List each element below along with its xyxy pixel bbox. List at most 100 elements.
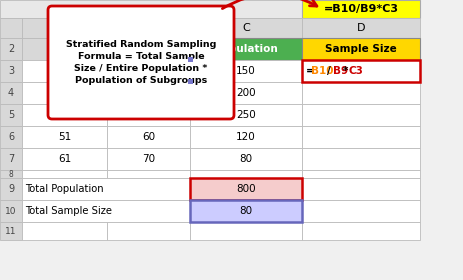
Bar xyxy=(22,200,190,222)
Bar xyxy=(22,104,107,126)
Text: 2: 2 xyxy=(8,44,14,54)
Bar xyxy=(0,178,22,200)
Text: 61: 61 xyxy=(58,154,71,164)
Bar xyxy=(0,38,22,60)
Text: 21: 21 xyxy=(58,66,71,76)
Bar xyxy=(302,18,420,38)
Bar xyxy=(188,57,193,62)
Bar xyxy=(190,200,302,222)
Bar xyxy=(107,82,190,104)
Bar xyxy=(107,170,190,178)
Bar xyxy=(302,126,420,148)
Text: D: D xyxy=(357,23,365,33)
Text: Total Population: Total Population xyxy=(25,184,104,194)
Text: 60: 60 xyxy=(142,132,155,142)
Bar xyxy=(107,18,190,38)
Bar xyxy=(0,82,22,104)
Bar xyxy=(0,60,22,82)
Text: 3: 3 xyxy=(8,66,14,76)
Bar xyxy=(22,126,107,148)
Text: /: / xyxy=(327,66,331,76)
Bar xyxy=(107,60,190,82)
Bar xyxy=(0,148,22,170)
Bar xyxy=(302,148,420,170)
Bar xyxy=(302,222,420,240)
Bar xyxy=(22,170,107,178)
Bar xyxy=(302,200,420,222)
Bar xyxy=(0,0,302,18)
Bar xyxy=(22,18,107,38)
Bar xyxy=(22,38,107,60)
Bar xyxy=(302,0,420,18)
Bar xyxy=(0,18,22,38)
Text: 5: 5 xyxy=(8,110,14,120)
Text: 30: 30 xyxy=(142,66,155,76)
Bar xyxy=(190,170,302,178)
Text: 150: 150 xyxy=(236,66,256,76)
Bar xyxy=(22,148,107,170)
Bar xyxy=(190,104,302,126)
Bar xyxy=(190,38,302,60)
Text: *: * xyxy=(343,66,349,76)
Text: 80: 80 xyxy=(239,206,252,216)
Bar xyxy=(190,178,302,200)
Bar xyxy=(0,104,22,126)
Bar xyxy=(190,222,302,240)
Text: 4: 4 xyxy=(8,88,14,98)
Bar xyxy=(22,82,107,104)
Text: 6: 6 xyxy=(8,132,14,142)
Bar xyxy=(302,170,420,178)
Text: 51: 51 xyxy=(58,132,71,142)
Bar xyxy=(190,126,302,148)
Bar xyxy=(0,170,22,178)
Text: Population: Population xyxy=(214,44,278,54)
Bar xyxy=(107,148,190,170)
Bar xyxy=(22,60,107,82)
Text: 40: 40 xyxy=(142,88,155,98)
Bar xyxy=(190,148,302,170)
Text: 250: 250 xyxy=(236,110,256,120)
Bar xyxy=(302,60,420,82)
Text: 80: 80 xyxy=(239,154,252,164)
Bar xyxy=(302,60,420,82)
Bar xyxy=(0,126,22,148)
Text: Total Sample Size: Total Sample Size xyxy=(25,206,112,216)
Text: 120: 120 xyxy=(236,132,256,142)
Bar xyxy=(0,222,22,240)
Bar xyxy=(190,60,302,82)
Bar xyxy=(107,222,190,240)
Bar xyxy=(188,79,193,84)
Text: 8: 8 xyxy=(9,169,13,179)
Bar xyxy=(107,38,190,60)
Bar xyxy=(22,222,107,240)
Bar xyxy=(107,104,190,126)
Text: =B10/B9*C3: =B10/B9*C3 xyxy=(324,4,399,14)
Bar xyxy=(190,82,302,104)
Bar xyxy=(302,104,420,126)
Bar xyxy=(22,178,190,200)
Bar xyxy=(302,82,420,104)
Text: 7: 7 xyxy=(8,154,14,164)
Text: C3: C3 xyxy=(348,66,363,76)
Text: B10: B10 xyxy=(311,66,334,76)
Bar xyxy=(302,178,420,200)
FancyBboxPatch shape xyxy=(48,6,234,119)
Text: B9: B9 xyxy=(332,66,348,76)
Text: Stratified Random Sampling
Formula = Total Sample
Size / Entire Population *
Pop: Stratified Random Sampling Formula = Tot… xyxy=(66,40,216,85)
Text: 70: 70 xyxy=(142,154,155,164)
Text: 800: 800 xyxy=(236,184,256,194)
Text: 10: 10 xyxy=(5,207,17,216)
Text: =: = xyxy=(306,66,315,76)
Text: Sample Size: Sample Size xyxy=(325,44,397,54)
Text: 50: 50 xyxy=(142,110,155,120)
FancyArrowPatch shape xyxy=(222,0,317,9)
Bar xyxy=(107,126,190,148)
Text: 11: 11 xyxy=(5,227,17,235)
Bar xyxy=(190,18,302,38)
Bar xyxy=(302,38,420,60)
Text: 9: 9 xyxy=(8,184,14,194)
Text: 200: 200 xyxy=(236,88,256,98)
Text: 31: 31 xyxy=(58,88,71,98)
Text: C: C xyxy=(242,23,250,33)
Text: 41: 41 xyxy=(58,110,71,120)
